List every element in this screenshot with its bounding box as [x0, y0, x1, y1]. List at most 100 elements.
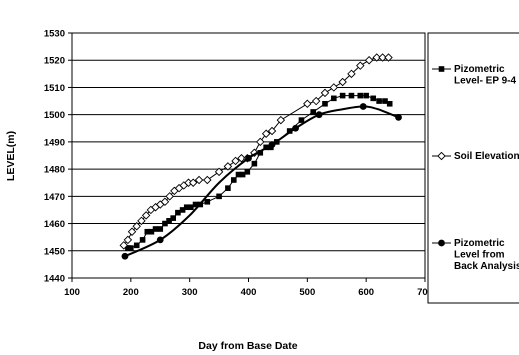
data-point-square — [310, 109, 317, 115]
y-axis-ticks: 1440 1450 1460 1470 1480 1490 1500 1510 1520 1530 — [44, 29, 72, 285]
x-axis-ticks: 100 200 300 400 500 600 700 — [64, 278, 433, 298]
data-point-square — [152, 226, 159, 232]
data-point-diamond — [214, 167, 224, 177]
data-point-square — [144, 228, 151, 235]
y-tick-label: 1520 — [44, 56, 65, 67]
data-point-circle — [359, 103, 367, 110]
series-group — [119, 53, 402, 260]
data-point-square — [376, 98, 382, 104]
y-tick-label: 1440 — [44, 274, 65, 285]
y-tick-label: 1490 — [44, 137, 65, 148]
data-point-circle — [245, 154, 252, 162]
data-point-square — [125, 245, 131, 251]
data-point-circle — [438, 239, 445, 247]
x-tick-label: 100 — [64, 287, 80, 298]
x-tick-label: 500 — [299, 287, 315, 298]
series-3 — [121, 103, 402, 260]
data-point-square — [331, 95, 337, 102]
data-point-diamond — [160, 197, 170, 207]
y-axis-title: LEVEL(m) — [5, 131, 17, 181]
data-point-circle — [268, 141, 276, 149]
data-point-circle — [292, 124, 299, 132]
x-tick-label: 700 — [417, 287, 433, 298]
legend-label: Level from — [454, 250, 505, 261]
data-point-diamond — [437, 151, 446, 161]
data-point-circle — [121, 252, 129, 260]
data-point-square — [322, 100, 328, 107]
data-point-diamond — [223, 162, 233, 171]
y-tick-label: 1510 — [44, 83, 65, 94]
data-point-square — [348, 92, 355, 99]
data-point-square — [139, 237, 146, 243]
data-point-square — [230, 177, 237, 183]
data-point-diamond — [141, 211, 151, 220]
legend-label: Back Analysis — [454, 261, 519, 272]
data-point-square — [363, 92, 369, 99]
data-point-square — [386, 100, 393, 107]
y-tick-label: 1470 — [44, 192, 65, 203]
data-point-square — [382, 98, 388, 104]
data-point-square — [357, 92, 364, 99]
y-tick-label: 1500 — [44, 110, 65, 121]
data-point-square — [257, 149, 264, 156]
data-point-diamond — [276, 115, 286, 125]
data-point-diamond — [250, 148, 259, 158]
data-point-diamond — [347, 69, 356, 79]
data-point-circle — [315, 111, 323, 119]
y-tick-label: 1480 — [44, 165, 65, 176]
data-point-square — [188, 204, 194, 211]
data-point-diamond — [194, 175, 204, 185]
data-point-diamond — [372, 53, 381, 62]
data-point-diamond — [303, 99, 312, 109]
data-point-diamond — [364, 55, 374, 65]
data-point-square — [148, 228, 155, 235]
y-tick-label: 1460 — [44, 219, 65, 230]
x-tick-label: 200 — [123, 287, 139, 298]
data-point-square — [370, 95, 377, 102]
data-point-square — [251, 160, 258, 167]
data-point-square — [175, 209, 181, 216]
series-2 — [119, 53, 393, 250]
data-point-square — [128, 245, 134, 251]
data-point-square — [298, 117, 305, 123]
data-point-square — [244, 169, 251, 175]
y-tick-label: 1530 — [44, 29, 65, 40]
data-point-square — [239, 171, 246, 178]
data-point-diamond — [137, 216, 146, 226]
data-point-diamond — [256, 137, 265, 147]
data-point-diamond — [378, 53, 387, 62]
legend-label: Soil Elevation — [454, 151, 519, 162]
data-point-square — [286, 128, 293, 134]
data-point-diamond — [329, 83, 339, 92]
data-point-square — [216, 193, 222, 200]
data-point-square — [183, 204, 190, 211]
legend-label: Pizometric — [454, 64, 505, 75]
data-point-square — [133, 242, 140, 249]
data-point-diamond — [123, 235, 133, 245]
data-point-square — [204, 198, 211, 205]
y-tick-label: 1450 — [44, 246, 65, 257]
data-point-diamond — [188, 178, 198, 187]
data-point-square — [235, 171, 242, 178]
x-tick-label: 600 — [358, 287, 374, 298]
data-point-square — [192, 201, 199, 208]
data-point-diamond — [237, 153, 246, 163]
x-tick-label: 400 — [241, 287, 257, 298]
legend-label: Pizometric — [454, 238, 505, 249]
x-tick-label: 300 — [182, 287, 198, 298]
data-point-square — [170, 215, 176, 221]
data-point-circle — [156, 236, 164, 244]
legend-label: Level- EP 9-4 — [454, 76, 517, 87]
data-point-square — [438, 66, 445, 72]
legend-box — [427, 32, 519, 304]
series-1 — [125, 92, 393, 251]
legend-item-2: Soil Elevation — [432, 151, 519, 162]
data-point-diamond — [338, 77, 347, 87]
data-point-diamond — [231, 156, 240, 166]
data-point-diamond — [203, 175, 212, 185]
data-point-diamond — [384, 53, 393, 62]
data-point-square — [339, 92, 346, 99]
